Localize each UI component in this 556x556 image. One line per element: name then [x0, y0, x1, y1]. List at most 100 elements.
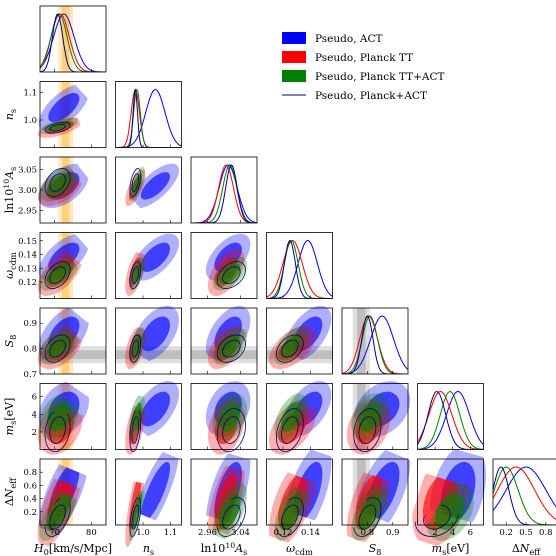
marginal-pseudo-planck-act [417, 391, 484, 450]
x-axis-label: ms[eV] [432, 542, 470, 556]
contour-pseudo-planck-act [222, 339, 241, 358]
panel-frame [190, 383, 258, 450]
marginal-pseudo-planck-tt [342, 315, 408, 374]
x-tick-label: 70 [49, 528, 60, 538]
y-tick-label: 0.14 [18, 251, 37, 261]
legend-swatch [282, 32, 306, 44]
contour-pseudo-planck-tt-act [46, 121, 72, 132]
contour-pseudo-planck-tt-act [280, 334, 302, 358]
marginal-pseudo-planck-tt-act [40, 13, 106, 72]
marginal-pseudo-act [417, 390, 484, 450]
contour-pseudo-planck-act [129, 168, 142, 198]
contour-pseudo-planck-act [275, 334, 304, 363]
x-tick-label: 0.8 [539, 528, 553, 538]
marginal-pseudo-planck-tt [266, 239, 333, 299]
y-tick-label: 3.05 [18, 165, 37, 175]
contour-pseudo-planck-act [49, 416, 66, 444]
panel-frames [39, 5, 556, 526]
contour-pseudo-act [140, 461, 171, 523]
legend-label: Pseudo, Planck TT [315, 52, 413, 64]
x-axis-label: S8 [369, 542, 382, 556]
contour-pseudo-planck-act [131, 416, 140, 444]
contour-pseudo-planck-act [49, 504, 66, 530]
y-tick-label: 6 [32, 393, 37, 403]
y-axis-label: S8 [3, 335, 18, 348]
y-axis-label: ms[eV] [3, 398, 18, 436]
reference-band [266, 350, 333, 360]
x-tick-label: 0.12 [274, 528, 293, 538]
panel-frame [39, 458, 107, 526]
x-tick-label: 1.0 [136, 528, 150, 538]
x-tick-label: 6 [468, 528, 473, 538]
y-axis-label: ΔNeff [3, 477, 18, 506]
y-tick-label: 0.4 [23, 495, 37, 505]
y-tick-label: 0.13 [18, 264, 37, 274]
y-tick-label: 0.8 [23, 345, 37, 355]
contour-pseudo-planck-act [358, 504, 377, 530]
panel-frame [39, 5, 107, 73]
legend-swatch [282, 70, 306, 82]
marginal-pseudo-act [266, 239, 333, 299]
y-tick-label: 0.7 [23, 370, 37, 380]
marginal-pseudo-planck-tt [493, 466, 556, 520]
panel-frame [266, 458, 333, 526]
contour-pseudo-planck-act [216, 261, 246, 289]
x-tick-label: 0.8 [361, 528, 375, 538]
x-tick-label: 0.14 [301, 528, 320, 538]
contour-pseudo-planck-act [129, 497, 142, 537]
contour-pseudo-planck-act [216, 334, 246, 363]
contour-pseudo-planck-act [49, 173, 66, 192]
panel-frame [341, 383, 409, 450]
marginal-pseudo-planck-act [342, 315, 408, 374]
contour-pseudo-planck-act [281, 339, 299, 358]
panel-frame [115, 232, 182, 299]
marginal-pseudo-planck-tt [417, 390, 484, 450]
x-axis-label: ωcdm [286, 542, 313, 556]
x-tick-label: 2 [432, 528, 437, 538]
y-tick-label: 1.1 [23, 89, 37, 99]
x-tick-label: 2.96 [198, 528, 217, 538]
y-tick-label: 1.0 [23, 116, 37, 126]
contour-pseudo-planck-act [44, 334, 71, 363]
x-axis-label: ns [143, 542, 154, 556]
contour-pseudo-planck-act [129, 261, 142, 290]
contour-pseudo-planck-act [222, 416, 241, 444]
x-tick-label: 0.2 [499, 528, 513, 538]
contour-pseudo-planck-act [276, 408, 304, 453]
contour-pseudo-planck-tt-act [46, 334, 72, 358]
y-axis-label: ln1010As [2, 167, 18, 214]
panel-frame [115, 458, 182, 526]
contour-pseudo-planck-act [44, 261, 71, 290]
contour-pseudo-planck-act [222, 504, 241, 530]
contour-pseudo-planck-act [131, 339, 140, 358]
panel-frame [266, 383, 333, 450]
tick-labels: 70 80 1.0 1.1 2.96 3.04 0.12 0.14 0.8 0.9 2 4 6 0.2 0.… [18, 69, 553, 538]
panel-frame [341, 458, 409, 526]
marginal-pseudo-planck-tt-act [417, 390, 484, 450]
panel-frame [417, 383, 484, 450]
contour-pseudo-planck-act [353, 408, 382, 453]
legend-swatch [282, 51, 306, 63]
y-axis-label: ωcdm [3, 252, 18, 279]
panel-frame [39, 81, 107, 148]
contour-pseudo-act [48, 92, 80, 123]
contour-pseudo-planck-act [222, 266, 241, 284]
contour-pseudo-planck-act [281, 504, 299, 530]
marginal-pseudo-planck-tt [191, 164, 257, 223]
panel-frame [39, 307, 107, 375]
reference-band [356, 459, 366, 525]
y-tick-label: 0.9 [23, 319, 37, 329]
panel-frame [39, 383, 107, 450]
y-tick-label: 3.00 [18, 186, 37, 196]
contour-pseudo-planck-act [44, 409, 71, 453]
y-tick-label: 0.12 [18, 278, 37, 288]
x-tick-label: 0.5 [519, 528, 533, 538]
marginal-pseudo-planck-tt-act [191, 164, 257, 223]
marginal-pseudo-planck-act [266, 240, 333, 299]
legend: Pseudo, ACT Pseudo, Planck TT Pseudo, Plan… [282, 32, 445, 102]
x-tick-label: 4 [450, 528, 455, 538]
contour-pseudo-planck-tt-act [358, 493, 382, 530]
x-tick-label: 1.1 [164, 528, 178, 538]
contour-pseudo-planck-tt-act [46, 493, 72, 530]
